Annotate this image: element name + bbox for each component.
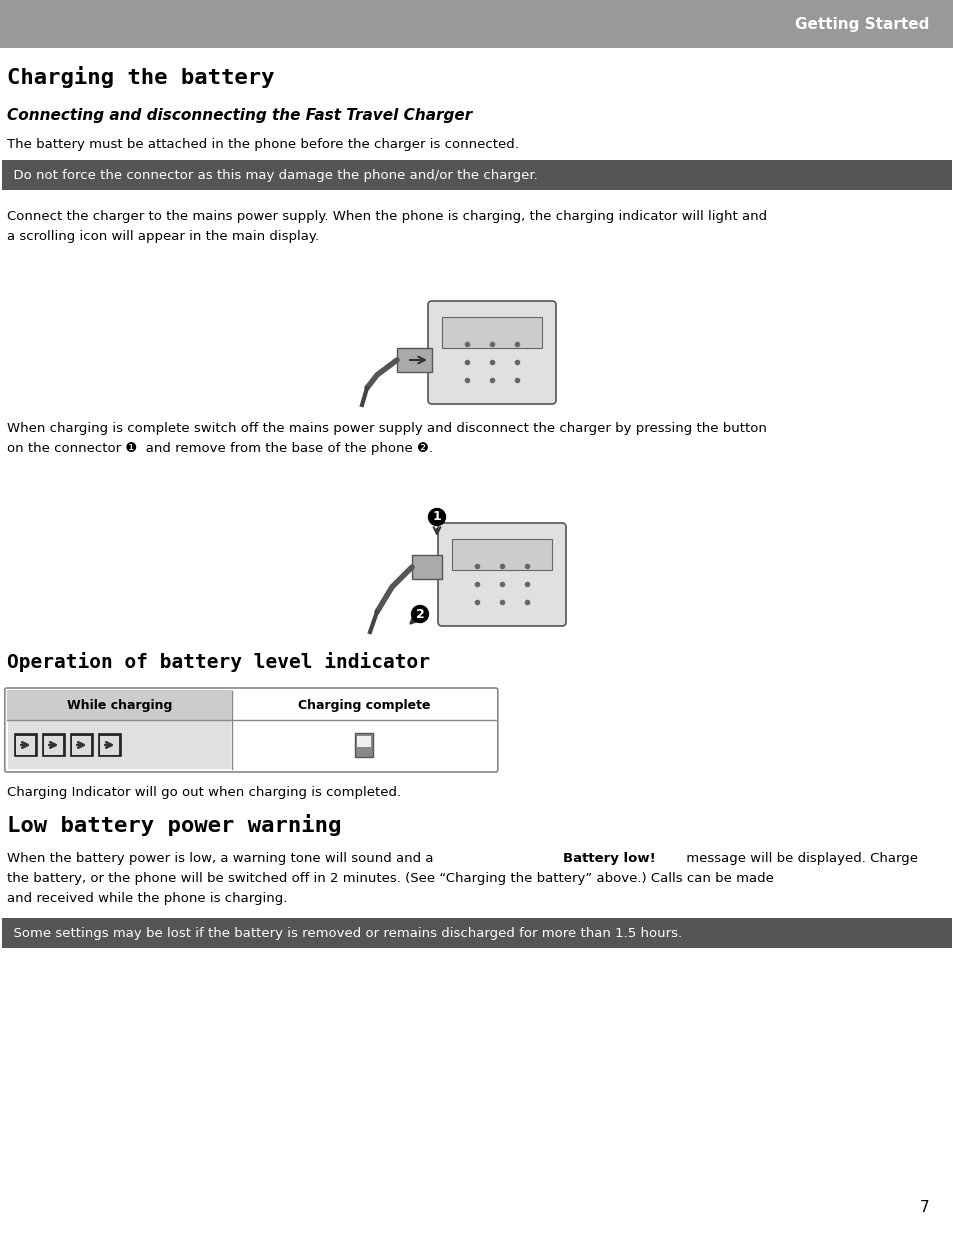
Bar xyxy=(44,736,63,755)
FancyBboxPatch shape xyxy=(5,687,497,772)
Bar xyxy=(412,556,441,579)
Text: Some settings may be lost if the battery is removed or remains discharged for mo: Some settings may be lost if the battery… xyxy=(5,926,681,940)
Bar xyxy=(99,735,121,756)
Text: the battery, or the phone will be switched off in 2 minutes. (See “Charging the : the battery, or the phone will be switch… xyxy=(7,873,773,885)
Bar xyxy=(2,919,951,948)
Bar xyxy=(100,736,119,755)
FancyBboxPatch shape xyxy=(428,301,556,404)
Text: Getting Started: Getting Started xyxy=(794,16,928,31)
Text: and received while the phone is charging.: and received while the phone is charging… xyxy=(7,892,287,905)
Bar xyxy=(396,348,432,372)
Text: Battery low!: Battery low! xyxy=(562,851,655,865)
Bar xyxy=(71,735,92,756)
Text: Connecting and disconnecting the Fast Travel Charger: Connecting and disconnecting the Fast Tr… xyxy=(7,108,472,123)
Text: 7: 7 xyxy=(919,1199,928,1214)
Bar xyxy=(15,735,37,756)
Bar xyxy=(0,0,953,48)
Bar xyxy=(356,736,371,747)
Bar xyxy=(441,317,541,348)
Circle shape xyxy=(428,508,445,526)
Bar xyxy=(16,736,35,755)
Text: 1: 1 xyxy=(432,511,441,523)
Text: When the battery power is low, a warning tone will sound and a: When the battery power is low, a warning… xyxy=(7,851,437,865)
Text: Connect the charger to the mains power supply. When the phone is charging, the c: Connect the charger to the mains power s… xyxy=(7,210,766,222)
Text: Charging the battery: Charging the battery xyxy=(7,66,274,88)
Bar xyxy=(232,690,496,720)
Text: message will be displayed. Charge: message will be displayed. Charge xyxy=(681,851,918,865)
Bar xyxy=(72,736,91,755)
Text: 2: 2 xyxy=(416,608,424,620)
Bar xyxy=(43,735,65,756)
Bar xyxy=(2,160,951,190)
Text: Low battery power warning: Low battery power warning xyxy=(7,814,341,837)
Circle shape xyxy=(411,605,428,623)
FancyBboxPatch shape xyxy=(7,690,232,720)
Bar xyxy=(8,721,231,769)
Text: a scrolling icon will appear in the main display.: a scrolling icon will appear in the main… xyxy=(7,230,318,242)
Text: Charging complete: Charging complete xyxy=(297,699,430,711)
Text: The battery must be attached in the phone before the charger is connected.: The battery must be attached in the phon… xyxy=(7,138,518,150)
Text: While charging: While charging xyxy=(67,699,172,711)
FancyBboxPatch shape xyxy=(437,523,565,626)
Text: Operation of battery level indicator: Operation of battery level indicator xyxy=(7,653,430,672)
Text: When charging is complete switch off the mains power supply and disconnect the c: When charging is complete switch off the… xyxy=(7,423,766,435)
Text: Charging Indicator will go out when charging is completed.: Charging Indicator will go out when char… xyxy=(7,786,400,799)
Text: on the connector ❶  and remove from the base of the phone ❷.: on the connector ❶ and remove from the b… xyxy=(7,443,433,455)
Bar xyxy=(355,733,373,757)
Bar xyxy=(452,539,552,569)
Text: Do not force the connector as this may damage the phone and/or the charger.: Do not force the connector as this may d… xyxy=(5,169,537,181)
